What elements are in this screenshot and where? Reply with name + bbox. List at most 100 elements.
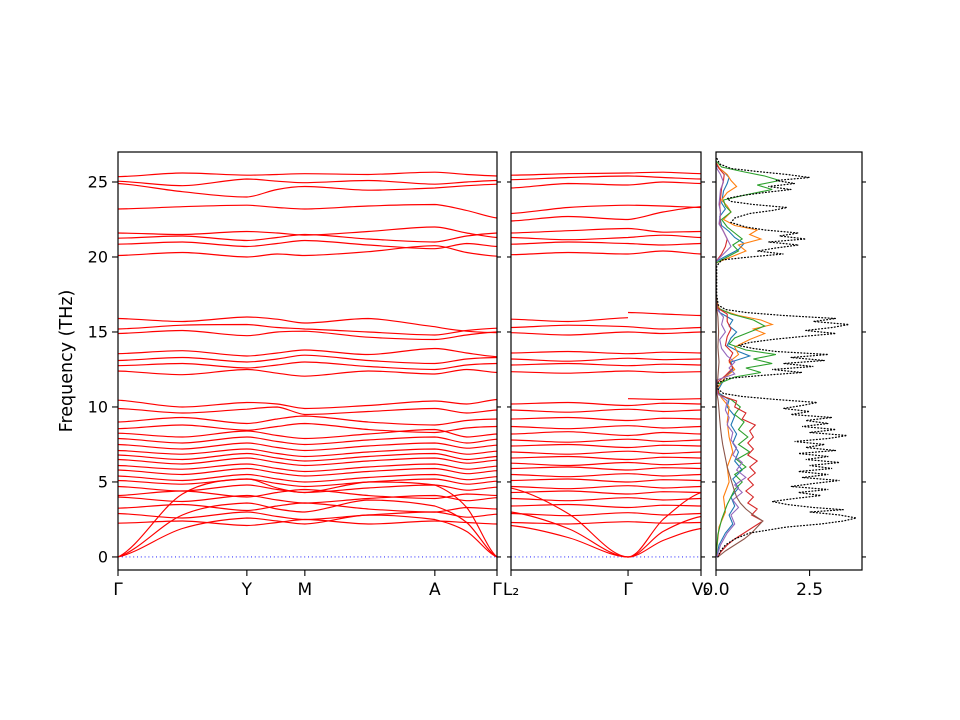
- band-line: [118, 467, 497, 477]
- band-line: [118, 182, 497, 198]
- band-line: [511, 227, 701, 234]
- x-tick-label: 0.0: [702, 580, 729, 600]
- x-tick-label: V₂: [692, 580, 710, 600]
- y-axis-label: Frequency (THz): [57, 290, 77, 433]
- band-line: [118, 452, 497, 462]
- band-line: [118, 239, 497, 250]
- band-line: [118, 478, 497, 488]
- y-tick-label: 0: [98, 547, 108, 566]
- band-panel-1-layer: [118, 171, 497, 558]
- dos-curve-partial-orange: [716, 162, 775, 558]
- band-line: [511, 438, 701, 443]
- band-line: [118, 347, 497, 358]
- band-line: [118, 502, 497, 513]
- band-line: [118, 448, 497, 458]
- band-line: [511, 431, 701, 437]
- band-line: [118, 463, 497, 473]
- band-line: [511, 357, 701, 362]
- band-line: [511, 450, 701, 455]
- band-line: [511, 487, 701, 558]
- band-line: [511, 490, 701, 495]
- panel-3-frame: [715, 151, 863, 571]
- dos-curve-total: [716, 157, 857, 558]
- x-tick-label: 2.5: [796, 580, 823, 600]
- band-line: [511, 478, 701, 483]
- band-line: [118, 473, 497, 483]
- band-line: [511, 521, 701, 525]
- band-line: [511, 425, 701, 430]
- band-line: [118, 171, 497, 178]
- band-line: [627, 398, 701, 401]
- band-line: [511, 362, 701, 367]
- band-line: [511, 408, 701, 413]
- x-tick-label: Γ: [623, 580, 633, 600]
- band-line: [511, 443, 701, 449]
- band-line: [118, 457, 497, 467]
- band-line: [511, 175, 701, 181]
- band-line: [118, 436, 497, 446]
- band-line: [118, 203, 497, 219]
- band-line: [118, 354, 497, 365]
- band-line: [511, 503, 701, 509]
- band-line: [511, 473, 701, 478]
- y-tick-label: 25: [88, 172, 108, 191]
- band-line: [118, 323, 497, 336]
- dos-curve-partial-green: [716, 160, 780, 558]
- band-line: [118, 518, 497, 527]
- band-line: [511, 206, 701, 222]
- band-line: [511, 250, 701, 256]
- band-line: [118, 226, 497, 239]
- panel-1-frame: [117, 151, 498, 571]
- band-line: [118, 428, 497, 440]
- band-line: [511, 234, 701, 241]
- x-tick-label: A: [429, 580, 441, 600]
- band-panel-2-layer: [511, 171, 701, 558]
- band-line: [118, 316, 497, 334]
- panel-2-frame: [510, 151, 702, 571]
- band-line: [511, 181, 701, 189]
- band-line: [118, 398, 497, 410]
- band-line: [118, 361, 497, 371]
- band-line: [118, 442, 497, 452]
- band-line: [511, 497, 701, 502]
- band-line: [511, 331, 701, 336]
- band-line: [118, 178, 497, 187]
- x-tick-label: Γ: [113, 580, 123, 600]
- band-line: [511, 317, 629, 323]
- band-line: [511, 512, 701, 517]
- band-line: [118, 422, 497, 434]
- y-tick-label: 10: [88, 397, 108, 416]
- band-line: [511, 370, 701, 374]
- band-line: [511, 204, 701, 215]
- band-line: [511, 171, 701, 176]
- band-line: [118, 499, 497, 558]
- band-line: [511, 455, 701, 461]
- band-line: [118, 478, 497, 558]
- x-tick-label: Y: [241, 580, 253, 600]
- band-line: [511, 416, 701, 422]
- band-line: [118, 232, 497, 243]
- dos-curve-partial-purple: [716, 166, 747, 558]
- band-line: [511, 466, 701, 471]
- band-line: [511, 350, 701, 355]
- band-line: [511, 241, 701, 246]
- band-line: [118, 514, 497, 558]
- band-line: [118, 488, 497, 500]
- band-line: [118, 406, 497, 416]
- y-tick-label: 5: [98, 472, 108, 491]
- band-line: [511, 524, 701, 558]
- x-tick-label: M: [298, 580, 313, 600]
- x-tick-label: Γ: [492, 580, 502, 600]
- dos-curve-partial-brown: [716, 159, 764, 558]
- y-tick-label: 15: [88, 322, 108, 341]
- dos-layer: [716, 157, 857, 558]
- x-tick-label: L₂: [503, 580, 519, 600]
- band-line: [511, 401, 701, 407]
- band-line: [118, 329, 497, 341]
- band-line: [511, 461, 701, 467]
- band-line: [511, 511, 701, 558]
